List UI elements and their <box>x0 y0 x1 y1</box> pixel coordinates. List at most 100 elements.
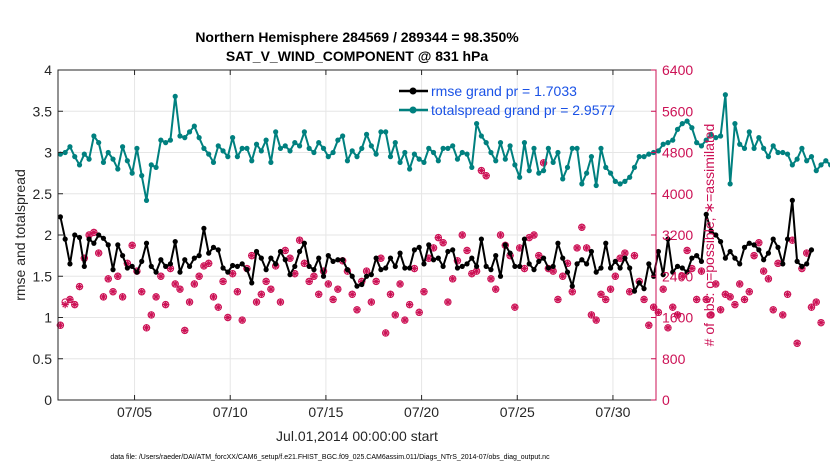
rmse-point <box>483 263 489 269</box>
y-tick-label-left: 3.5 <box>33 103 53 119</box>
obs-assimilated-marker <box>90 228 98 237</box>
rmse-point <box>598 265 604 271</box>
obs-assimilated-marker <box>401 316 409 324</box>
obs-assimilated-marker <box>664 324 672 332</box>
obs-assimilated-marker <box>162 301 170 309</box>
totalspread-point <box>665 140 671 146</box>
obs-assimilated-marker <box>774 259 782 267</box>
rmse-point <box>186 263 193 269</box>
totalspread-point <box>574 145 580 151</box>
rmse-point <box>612 258 618 264</box>
totalspread-point <box>244 145 250 151</box>
obs-assimilated-marker <box>434 233 442 242</box>
totalspread-point <box>617 181 623 187</box>
totalspread-point <box>784 151 791 157</box>
totalspread-point <box>569 145 575 151</box>
totalspread-point <box>598 145 604 151</box>
rmse-point <box>306 263 312 269</box>
obs-assimilated-marker <box>678 272 686 280</box>
obs-assimilated-marker <box>95 249 103 257</box>
rmse-point <box>670 269 676 275</box>
totalspread-point <box>684 118 690 124</box>
totalspread-point <box>430 149 437 156</box>
rmse-point <box>311 267 317 273</box>
rmse-point <box>502 242 508 248</box>
rmse-point <box>115 242 121 248</box>
rmse-point <box>717 239 724 245</box>
obs-assimilated-marker <box>573 244 581 252</box>
obs-assimilated-marker <box>348 290 356 298</box>
totalspread-point <box>263 137 269 143</box>
obs-assimilated-marker <box>793 339 801 347</box>
rmse-point <box>172 239 178 245</box>
rmse-point <box>258 255 264 261</box>
obs-assimilated-marker <box>736 280 744 288</box>
y-tick-label-left: 2 <box>44 227 52 243</box>
rmse-point <box>292 263 298 269</box>
obs-assimilated-marker <box>238 316 246 324</box>
obs-assimilated-marker <box>142 324 151 332</box>
rmse-point <box>91 240 97 246</box>
obs-assimilated-marker <box>640 295 648 304</box>
rmse-point <box>770 236 776 242</box>
obs-assimilated-marker <box>740 295 749 304</box>
rmse-point <box>536 258 542 264</box>
obs-assimilated-marker <box>334 285 342 293</box>
rmse-point <box>665 236 671 242</box>
rmse-point <box>96 232 102 238</box>
totalspread-point <box>363 131 370 137</box>
totalspread-point <box>679 121 685 127</box>
x-tick-label: 07/20 <box>404 404 439 420</box>
obs-assimilated-marker <box>630 252 639 260</box>
obs-assimilated-marker <box>697 267 706 275</box>
totalspread-point <box>823 158 829 164</box>
totalspread-point <box>507 143 513 149</box>
y-tick-label-left: 4 <box>44 62 52 78</box>
totalspread-point <box>478 133 484 139</box>
rmse-point <box>392 263 398 269</box>
rmse-point <box>445 248 451 255</box>
rmse-point <box>727 248 733 255</box>
rmse-point <box>407 265 413 271</box>
y-tick-label-right: 0 <box>662 392 670 408</box>
rmse-point <box>497 273 504 279</box>
rmse-point <box>124 265 130 271</box>
totalspread-point <box>62 149 68 156</box>
totalspread-point <box>258 148 264 154</box>
totalspread-point <box>813 168 819 174</box>
y-tick-label-right: 3200 <box>662 227 693 243</box>
rmse-point <box>660 272 666 278</box>
obs-assimilated-marker <box>276 298 285 306</box>
obs-assimilated-marker <box>745 288 753 296</box>
rmse-point <box>206 250 212 256</box>
totalspread-point <box>775 149 781 156</box>
totalspread-point <box>253 141 260 147</box>
totalspread-point <box>727 181 733 187</box>
totalspread-point <box>86 156 92 162</box>
obs-assimilated-marker <box>602 295 610 304</box>
obs-assimilated-marker <box>415 308 423 316</box>
obs-assimilated-marker <box>750 252 758 260</box>
obs-assimilated-marker <box>396 280 404 288</box>
totalspread-point <box>636 154 642 160</box>
totalspread-point <box>196 135 202 141</box>
obs-assimilated-marker <box>71 301 79 309</box>
totalspread-point <box>540 168 547 174</box>
obs-assimilated-marker <box>716 306 725 314</box>
obs-assimilated-marker <box>621 249 629 257</box>
obs-assimilated-marker <box>482 172 490 180</box>
totalspread-point <box>459 149 465 156</box>
rmse-point <box>148 263 154 269</box>
rmse-point <box>679 265 685 271</box>
rmse-point <box>373 255 379 261</box>
x-tick-label: 07/30 <box>595 404 630 420</box>
rmse-point <box>689 255 695 261</box>
rmse-point <box>167 261 174 267</box>
totalspread-point <box>708 131 714 137</box>
rmse-point <box>617 265 623 271</box>
obs-assimilated-marker <box>300 259 308 267</box>
obs-assimilated-marker <box>257 290 265 298</box>
obs-assimilated-marker <box>324 280 332 288</box>
rmse-point <box>775 244 781 250</box>
totalspread-point <box>282 143 288 149</box>
